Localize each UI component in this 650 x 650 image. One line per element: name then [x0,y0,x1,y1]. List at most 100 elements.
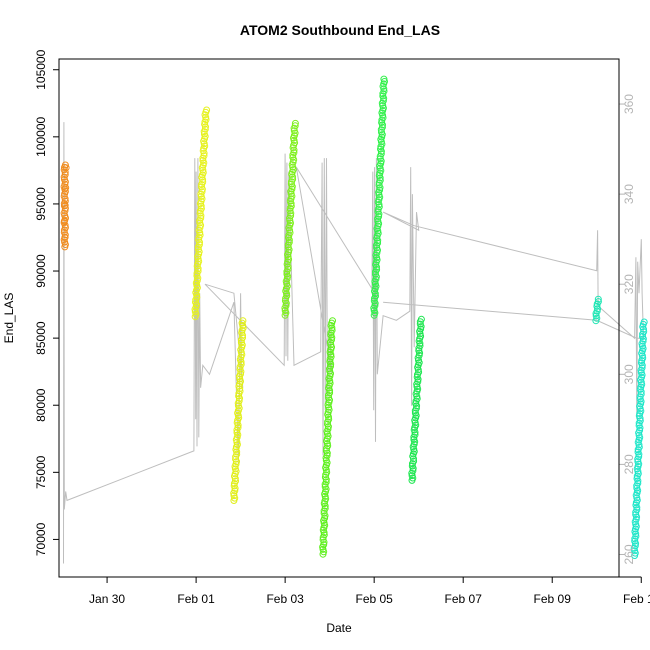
y2-tick-label: 300 [622,364,636,384]
x-tick-label: Feb 11 [623,592,650,606]
y-tick-label: 90000 [34,254,48,288]
data-point [377,150,385,158]
y-tick-label: 100000 [34,116,48,156]
chart-title: ATOM2 Southbound End_LAS [240,22,440,38]
data-point [232,455,240,463]
data-point [636,395,644,403]
x-tick-label: Feb 09 [534,592,572,606]
data-point [193,293,201,301]
data-point [635,443,643,451]
data-point [636,417,644,425]
data-point [61,201,69,209]
x-axis-label: Date [326,621,352,635]
data-point [321,514,329,522]
data-point [640,328,648,336]
data-point [61,238,69,246]
data-point [379,97,387,105]
data-point [237,360,245,368]
data-point [633,484,641,492]
data-point [326,367,334,375]
data-point [230,492,238,500]
data-point [289,153,297,161]
data-point [238,329,246,337]
data-point [370,297,378,305]
data-point [375,203,383,211]
data-point [413,373,421,381]
data-point [61,234,69,241]
data-point [375,181,383,189]
data-point [287,202,295,210]
data-point [319,545,327,553]
data-point [61,171,69,179]
data-point [373,244,381,252]
data-point [286,207,294,215]
data-point [193,272,201,280]
data-point [637,359,645,367]
data-point [284,265,292,273]
data-point [200,130,208,138]
data-point [374,229,382,237]
data-point [236,365,244,373]
data-point [375,213,383,220]
data-point [412,404,420,412]
data-point [372,292,379,300]
data-point [413,383,421,391]
data-point [287,180,295,188]
data-point [321,473,329,481]
data-point [373,234,381,242]
data-point [378,123,386,131]
data-point [637,369,645,377]
data-point [322,456,330,464]
data-point [416,320,424,328]
series-8 [630,318,648,559]
data-point [232,477,239,485]
data-point [60,217,68,225]
data-point [632,511,640,519]
data-point [326,379,334,387]
data-point [632,515,640,523]
data-point [237,339,245,347]
data-point [236,387,244,395]
data-point [377,145,384,153]
data-point [201,120,209,128]
data-point [233,450,241,458]
data-point [199,157,207,164]
data-point [637,390,645,398]
data-point [281,307,289,314]
data-point [321,483,329,491]
data-point [639,333,646,340]
secondary-line [63,122,645,564]
data-point [638,342,646,350]
x-tick-label: Feb 01 [177,592,215,606]
data-point [323,430,331,438]
y2-tick-label: 280 [622,454,636,474]
data-point [380,87,388,95]
data-point [639,337,647,345]
data-point [639,354,647,362]
data-point [234,402,242,410]
series-3 [281,119,299,319]
data-point [411,431,419,439]
data-point [632,532,640,540]
data-point [200,152,208,160]
data-point [195,236,203,244]
secondary-line-layer [63,122,645,564]
data-point [408,462,416,470]
data-point [235,392,243,400]
data-point [594,295,602,303]
x-tick-label: Feb 05 [355,592,393,606]
data-point [328,336,335,344]
data-point [197,205,205,212]
data-point [233,419,241,427]
data-point [374,239,382,247]
y2-tick-label: 340 [622,184,636,204]
data-point [234,424,242,432]
data-point [61,176,68,183]
data-point [415,351,423,359]
data-point [374,208,382,216]
y-tick-label: 75000 [34,455,48,489]
data-point [412,400,420,407]
data-point [287,212,295,220]
data-point [230,482,238,490]
data-point [593,302,601,310]
